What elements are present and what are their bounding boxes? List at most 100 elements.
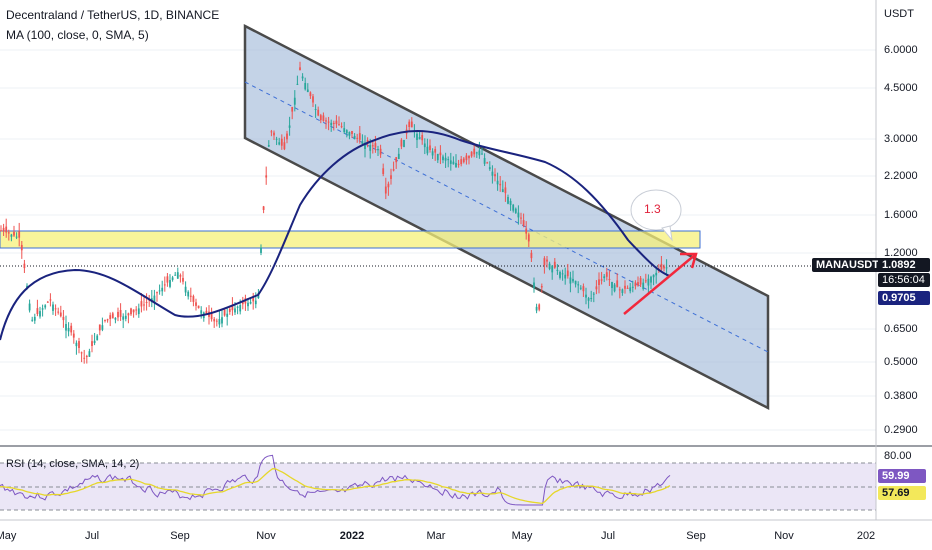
candle-body (353, 135, 356, 140)
candle-body (470, 151, 473, 157)
countdown-tag: 16:56:04 (878, 273, 930, 287)
candle-body (535, 306, 538, 311)
symbol-legend[interactable]: Decentraland / TetherUS, 1D, BINANCE (6, 8, 220, 22)
rsi-legend[interactable]: RSI (14, close, SMA, 14, 2) (6, 458, 140, 470)
candle-body (288, 125, 291, 128)
candle-body (533, 282, 535, 289)
candle-body (332, 122, 335, 124)
candle-body (18, 231, 21, 238)
candles (0, 61, 668, 364)
candle-body (314, 109, 317, 110)
candle-body (254, 300, 257, 305)
candle-body (83, 357, 86, 359)
candle-body (65, 324, 67, 331)
candle-body (504, 187, 507, 194)
candle-body (309, 92, 312, 96)
candle-body (226, 313, 229, 317)
candle-body (611, 282, 613, 289)
candle-body (369, 145, 372, 151)
candle-body (431, 151, 434, 156)
candle-body (319, 115, 322, 121)
candle-body (426, 146, 429, 154)
descending-channel[interactable] (243, 23, 770, 411)
price-axis-currency: USDT (884, 8, 914, 20)
candle-body (403, 140, 405, 147)
candle-body (252, 296, 255, 302)
candle-body (624, 285, 626, 289)
candle-body (137, 308, 140, 315)
candle-body (387, 183, 390, 188)
rsi-levels (0, 462, 876, 511)
candle-body (228, 308, 231, 312)
candle-body (31, 319, 34, 321)
candle-body (301, 76, 304, 79)
candle-body (390, 175, 392, 179)
candle-body (171, 277, 174, 280)
time-tick: Mar (426, 530, 446, 542)
time-tick: Nov (256, 530, 276, 542)
candle-body (478, 150, 481, 156)
candle-body (93, 340, 96, 344)
time-tick: Nov (774, 530, 794, 542)
candle-body (189, 295, 192, 297)
candle-body (234, 308, 236, 313)
candle-body (462, 158, 465, 163)
candle-body (522, 220, 525, 226)
price-tick: 3.0000 (884, 133, 918, 145)
ma-legend[interactable]: MA (100, close, 0, SMA, 5) (6, 28, 149, 42)
candle-body (639, 277, 642, 285)
candle-body (618, 289, 621, 291)
candle-body (650, 276, 652, 283)
candle-body (161, 287, 164, 292)
resistance-zone[interactable] (0, 230, 701, 249)
candle-body (124, 315, 127, 319)
candle-body (546, 259, 548, 262)
candle-body (192, 296, 195, 302)
candle-body (327, 121, 330, 123)
candle-body (647, 278, 650, 286)
candle-body (117, 311, 119, 318)
candle-body (520, 217, 522, 219)
candle-body (416, 133, 418, 141)
candle-body (655, 272, 658, 276)
time-tick: Sep (686, 530, 706, 542)
candle-body (91, 341, 93, 346)
candle-body (104, 319, 106, 321)
candle-body (80, 352, 83, 354)
candle-body (579, 287, 582, 289)
candle-body (595, 286, 598, 290)
candle-body (455, 163, 457, 168)
candle-body (169, 280, 171, 287)
candle-body (0, 230, 2, 232)
candle-body (514, 208, 517, 213)
candle-body (195, 302, 197, 306)
candle-body (343, 128, 346, 133)
candle-body (262, 206, 265, 210)
candle-body (543, 258, 546, 266)
symbol-tag: MANAUSDT (812, 258, 883, 272)
candle-body (637, 282, 639, 286)
candle-body (400, 139, 403, 147)
candle-body (78, 341, 80, 348)
candle-body (28, 303, 31, 311)
candle-body (335, 120, 338, 125)
candle-body (317, 109, 320, 116)
candle-body (265, 175, 268, 178)
candle-body (605, 272, 608, 277)
last-price-tag: 1.0892 (878, 258, 930, 272)
candle-body (293, 97, 296, 105)
candle-body (616, 280, 619, 288)
candle-body (166, 276, 169, 283)
price-tick: 0.2900 (884, 424, 918, 436)
candle-body (564, 274, 567, 279)
candle-body (621, 289, 624, 293)
rsi-tick: 80.00 (884, 450, 912, 462)
candle-body (494, 174, 496, 177)
candle-body (114, 317, 117, 320)
candle-body (452, 161, 455, 165)
candle-body (340, 126, 343, 128)
candle-body (634, 282, 637, 287)
candle-body (20, 244, 23, 251)
candle-body (481, 153, 483, 155)
